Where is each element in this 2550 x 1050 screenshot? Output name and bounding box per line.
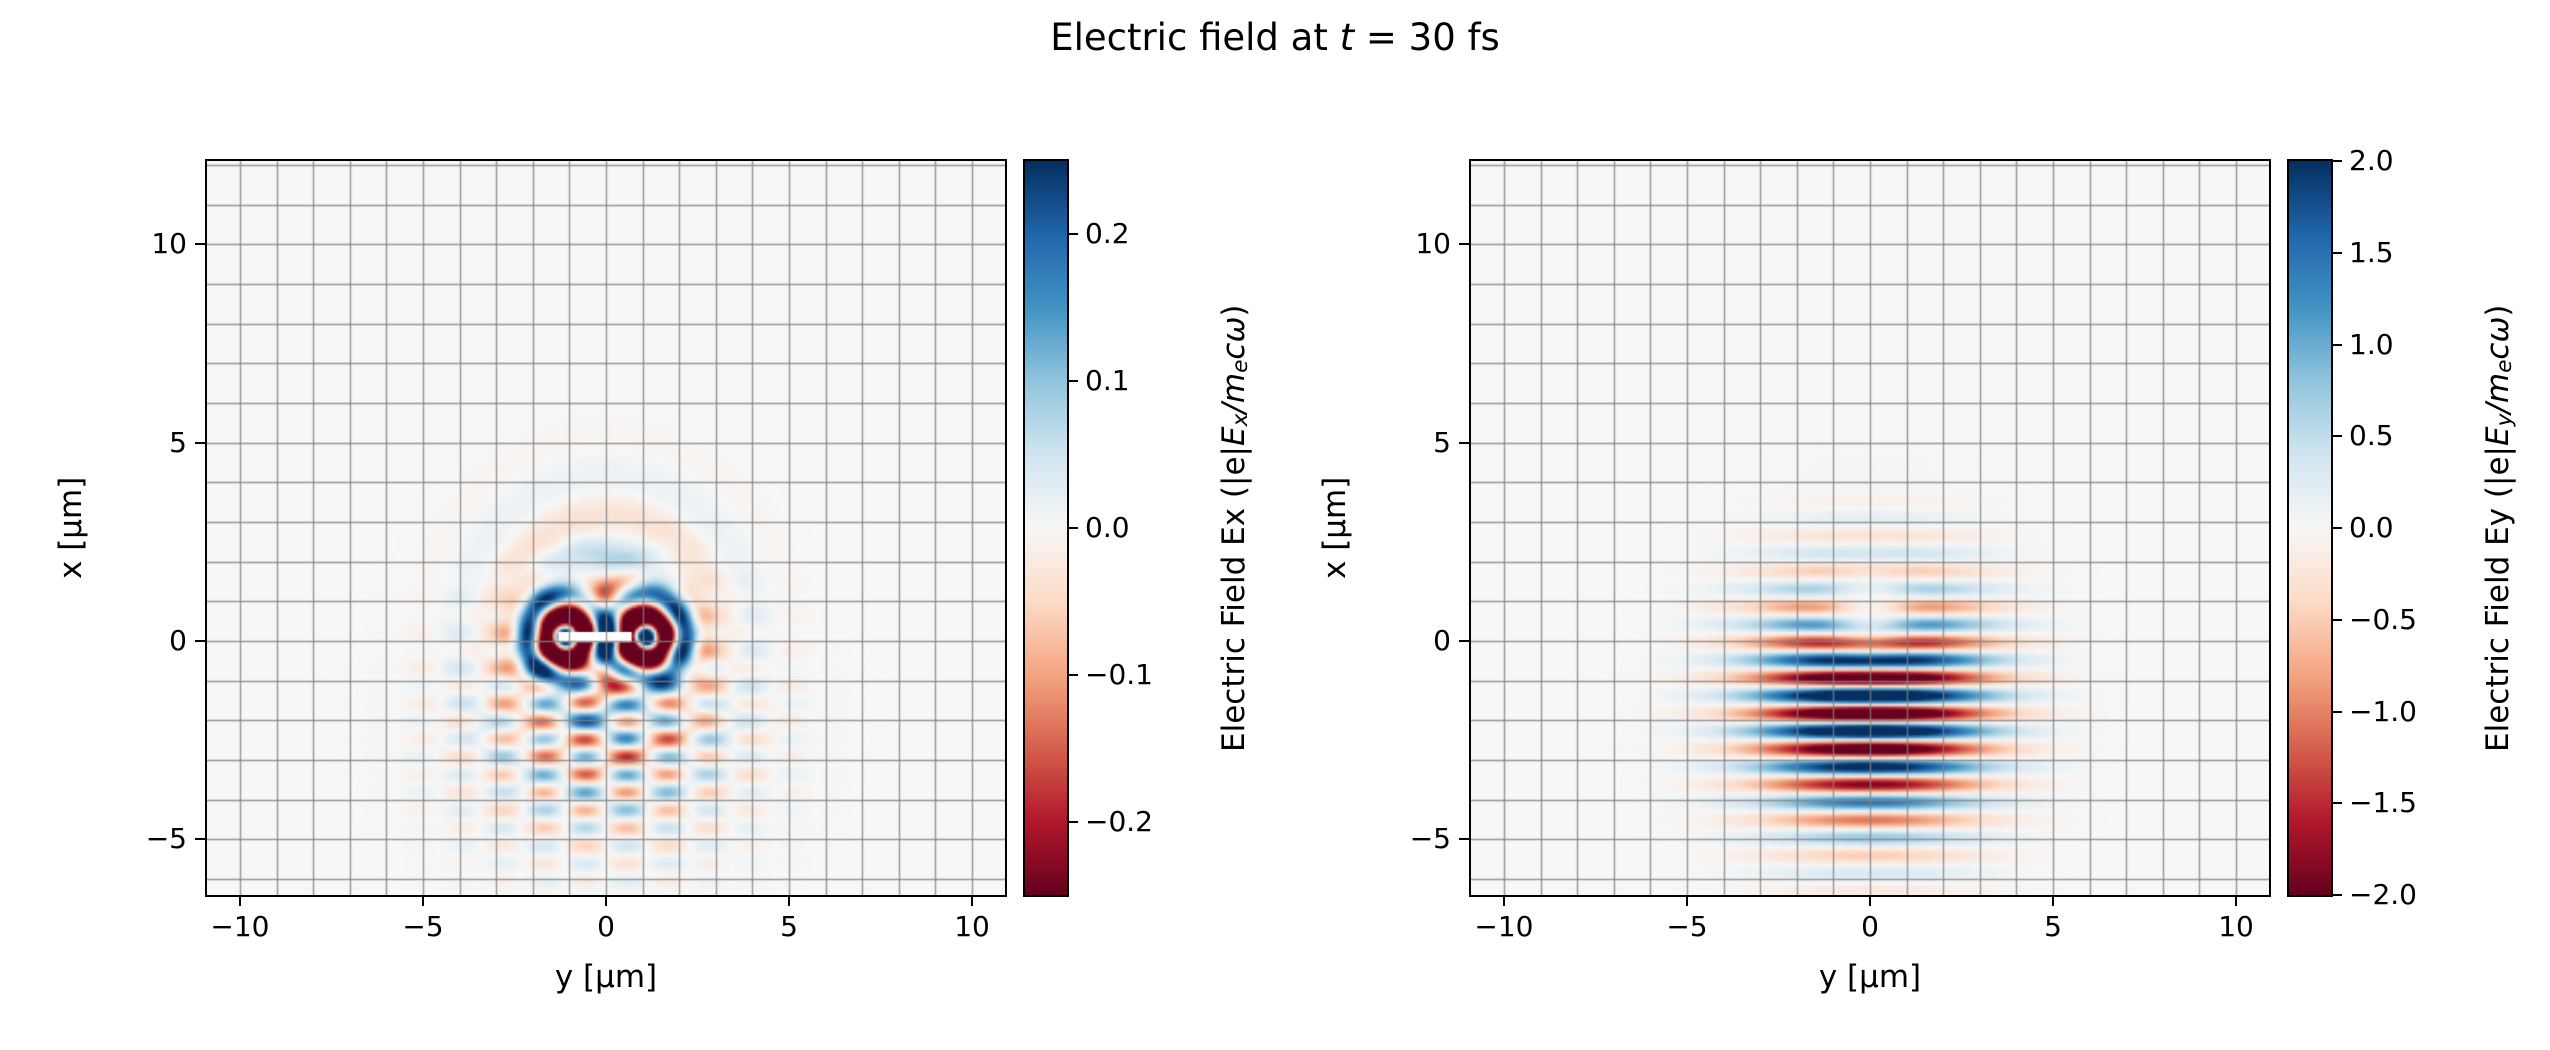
ex-x-axis-label: y [μm] [554, 959, 658, 995]
colorbar-tick-label: −0.2 [1085, 804, 1153, 838]
y-tick-label: 5 [1433, 425, 1451, 459]
ex-cbar-label-sub2: e [1228, 359, 1254, 373]
y-tick-mark [195, 441, 205, 444]
y-tick-mark [195, 243, 205, 246]
colorbar-tick-label: 0.2 [1085, 217, 1130, 251]
colorbar-tick-mark [2333, 527, 2342, 529]
ex-cbar-label-mid: /m [1216, 372, 1252, 414]
colorbar-tick-mark [2333, 343, 2342, 346]
colorbar-tick-mark [1069, 673, 1078, 676]
y-tick-label: 10 [1415, 227, 1451, 261]
x-tick-label: −5 [402, 910, 444, 943]
colorbar-tick-label: −1.0 [2349, 694, 2417, 728]
x-tick-mark [238, 897, 241, 906]
y-tick-label: 10 [151, 227, 187, 261]
ex-cbar-label-math: E [1216, 426, 1252, 446]
colorbar-tick-mark [2333, 435, 2342, 438]
y-tick-mark [1459, 243, 1469, 246]
colorbar-tick-label: −1.5 [2349, 786, 2417, 820]
ey-cbar-label-sub1: y [2492, 413, 2518, 427]
ey-cbar-label-post: cω [2480, 316, 2516, 360]
ex-cbar-label-sub1: x [1228, 413, 1254, 427]
ex-panel: y [μm] x [μm] −10 −5 0 5 10 −5 0 5 10 [53, 159, 1007, 995]
ex-colorbar: Electric Field Ex (|e|Ex/mecω) 0.2 0.1 0.0… [1023, 159, 1253, 897]
x-tick-mark [1502, 897, 1505, 906]
colorbar-tick-label: −0.1 [1085, 657, 1153, 691]
colorbar-tick-mark [1069, 820, 1078, 823]
ey-cbar-label-mid: /m [2480, 372, 2516, 414]
y-tick-mark [1459, 838, 1469, 841]
y-tick-mark [195, 640, 205, 643]
colorbar-tick-mark [2333, 251, 2342, 254]
colorbar-tick-mark [2333, 710, 2342, 713]
colorbar-tick-label: 1.5 [2349, 235, 2394, 269]
ex-y-axis-label: x [μm] [53, 476, 89, 580]
x-tick-mark [605, 897, 607, 906]
colorbar-tick-mark [2333, 160, 2342, 162]
x-tick-label: −10 [210, 910, 270, 943]
x-tick-label: 0 [1861, 910, 1879, 943]
colorbar-tick-mark [2333, 618, 2342, 621]
colorbar-tick-label: 1.0 [2349, 327, 2394, 361]
x-tick-label: 5 [2044, 910, 2062, 943]
x-tick-label: 5 [780, 910, 798, 943]
y-tick-label: 5 [169, 425, 187, 459]
colorbar-tick-mark [2333, 802, 2342, 805]
x-tick-mark [2235, 897, 2238, 906]
x-tick-mark [1869, 897, 1871, 906]
ey-colorbar-canvas [2289, 161, 2331, 895]
colorbar-tick-label: 0.1 [1085, 364, 1130, 398]
colorbar-tick-mark [2333, 894, 2342, 896]
figure-title-suffix: = 30 fs [1354, 16, 1500, 59]
ex-cbar-label-post: cω [1216, 316, 1252, 360]
ey-cbar-label-math: E [2480, 426, 2516, 446]
colorbar-tick-label: 2.0 [2349, 144, 2394, 177]
colorbar-tick-label: 0.0 [2349, 511, 2394, 544]
y-tick-mark [1459, 441, 1469, 444]
y-tick-label: −5 [145, 822, 187, 856]
ex-colorbar-label: Electric Field Ex (|e|Ex/mecω) [1213, 161, 1255, 895]
ey-heatmap-canvas [1471, 161, 2269, 895]
figure-title-var: t [1339, 16, 1355, 59]
ey-cbar-label-close: ) [2480, 304, 2516, 317]
colorbar-tick-label: 0.0 [1085, 511, 1130, 544]
ex-heatmap-canvas [207, 161, 1005, 895]
ey-x-axis-label: y [μm] [1818, 959, 1922, 995]
figure-title-prefix: Electric field at [1050, 16, 1340, 59]
x-tick-label: 0 [597, 910, 615, 943]
ey-colorbar: Electric Field Ey (|e|Ey/mecω) 2.0 1.5 1.0… [2287, 145, 2517, 911]
colorbar-tick-label: −0.5 [2349, 602, 2417, 636]
colorbar-tick-label: 0.5 [2349, 419, 2394, 453]
x-tick-label: −5 [1666, 910, 1708, 943]
y-tick-label: 0 [169, 624, 187, 658]
x-tick-label: −10 [1474, 910, 1534, 943]
y-tick-mark [195, 838, 205, 841]
colorbar-tick-mark [1069, 527, 1078, 529]
y-tick-label: 0 [1433, 624, 1451, 658]
y-tick-label: −5 [1409, 822, 1451, 856]
ey-y-axis-label: x [μm] [1317, 476, 1353, 580]
ey-panel: y [μm] x [μm] −10 −5 0 5 10 −5 0 5 10 [1317, 159, 2271, 995]
ex-cbar-label-close: ) [1216, 304, 1252, 317]
ey-cbar-label-sub2: e [2492, 359, 2518, 373]
ex-colorbar-canvas [1025, 161, 1067, 895]
colorbar-tick-mark [1069, 233, 1078, 236]
ey-cbar-label-plain: Electric Field Ey (|e| [2480, 445, 2516, 752]
x-tick-mark [421, 897, 424, 906]
colorbar-tick-label: −2.0 [2349, 878, 2417, 911]
colorbar-tick-mark [1069, 380, 1078, 383]
ex-cbar-label-plain: Electric Field Ex (|e| [1216, 445, 1252, 752]
x-tick-label: 10 [2218, 910, 2254, 943]
ey-colorbar-label: Electric Field Ey (|e|Ey/mecω) [2477, 161, 2519, 895]
y-tick-mark [1459, 640, 1469, 643]
x-tick-mark [788, 897, 791, 906]
x-tick-mark [1685, 897, 1688, 906]
x-tick-mark [2052, 897, 2055, 906]
x-tick-label: 10 [954, 910, 990, 943]
figure-title: Electric field at t = 30 fs [0, 16, 2550, 59]
x-tick-mark [971, 897, 974, 906]
